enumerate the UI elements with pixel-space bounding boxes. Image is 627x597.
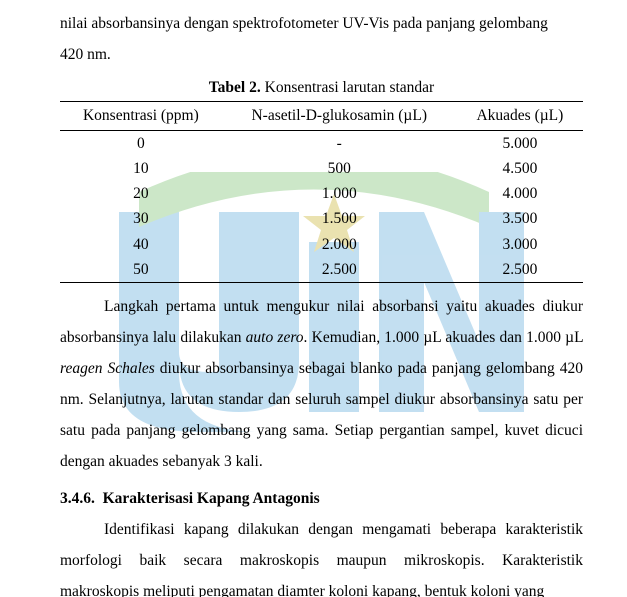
para3-text: Identifikasi kapang dilakukan dengan men…: [60, 521, 583, 597]
table-row: 10 500 4.500: [60, 156, 583, 181]
table-cell: 0: [60, 130, 222, 156]
table-cell: 40: [60, 232, 222, 257]
para2-b: . Kemudian, 1.000 µL akuades dan 1.000 µ…: [304, 329, 583, 346]
section-number: 3.4.6.: [60, 490, 95, 507]
table-cell: -: [222, 130, 457, 156]
section-heading: 3.4.6. Karakterisasi Kapang Antagonis: [60, 483, 583, 514]
table-caption-rest: Konsentrasi larutan standar: [261, 79, 434, 96]
para-top-line2: 420 nm.: [60, 46, 111, 63]
table-row: 50 2.500 2.500: [60, 257, 583, 283]
table-cell: 2.500: [457, 257, 583, 283]
paragraph-top: nilai absorbansinya dengan spektrofotome…: [60, 8, 583, 70]
table-cell: 4.000: [457, 181, 583, 206]
concentration-table: Konsentrasi (ppm) N-asetil-D-glukosamin …: [60, 101, 583, 283]
table-cell: 50: [60, 257, 222, 283]
table-header: N-asetil-D-glukosamin (µL): [222, 102, 457, 130]
table-header: Akuades (µL): [457, 102, 583, 130]
table-cell: 2.000: [222, 232, 457, 257]
para2-italic-2: reagen Schales: [60, 360, 155, 377]
table-cell: 10: [60, 156, 222, 181]
table-caption-bold: Tabel 2.: [209, 79, 261, 96]
table-cell: 3.500: [457, 206, 583, 231]
paragraph-identification: Identifikasi kapang dilakukan dengan men…: [60, 514, 583, 597]
para-top-line1: nilai absorbansinya dengan spektrofotome…: [60, 15, 548, 32]
table-cell: 1.500: [222, 206, 457, 231]
table-row: 0 - 5.000: [60, 130, 583, 156]
para2-italic-1: auto zero: [246, 329, 304, 346]
table-caption: Tabel 2. Konsentrasi larutan standar: [60, 76, 583, 99]
section-title: Karakterisasi Kapang Antagonis: [103, 490, 320, 507]
table-cell: 20: [60, 181, 222, 206]
table-header: Konsentrasi (ppm): [60, 102, 222, 130]
table-cell: 1.000: [222, 181, 457, 206]
paragraph-method: Langkah pertama untuk mengukur nilai abs…: [60, 291, 583, 477]
table-row: 40 2.000 3.000: [60, 232, 583, 257]
table-cell: 30: [60, 206, 222, 231]
table-row: 30 1.500 3.500: [60, 206, 583, 231]
table-row: 20 1.000 4.000: [60, 181, 583, 206]
table-cell: 4.500: [457, 156, 583, 181]
table-cell: 5.000: [457, 130, 583, 156]
table-cell: 2.500: [222, 257, 457, 283]
table-cell: 3.000: [457, 232, 583, 257]
table-cell: 500: [222, 156, 457, 181]
table-header-row: Konsentrasi (ppm) N-asetil-D-glukosamin …: [60, 102, 583, 130]
